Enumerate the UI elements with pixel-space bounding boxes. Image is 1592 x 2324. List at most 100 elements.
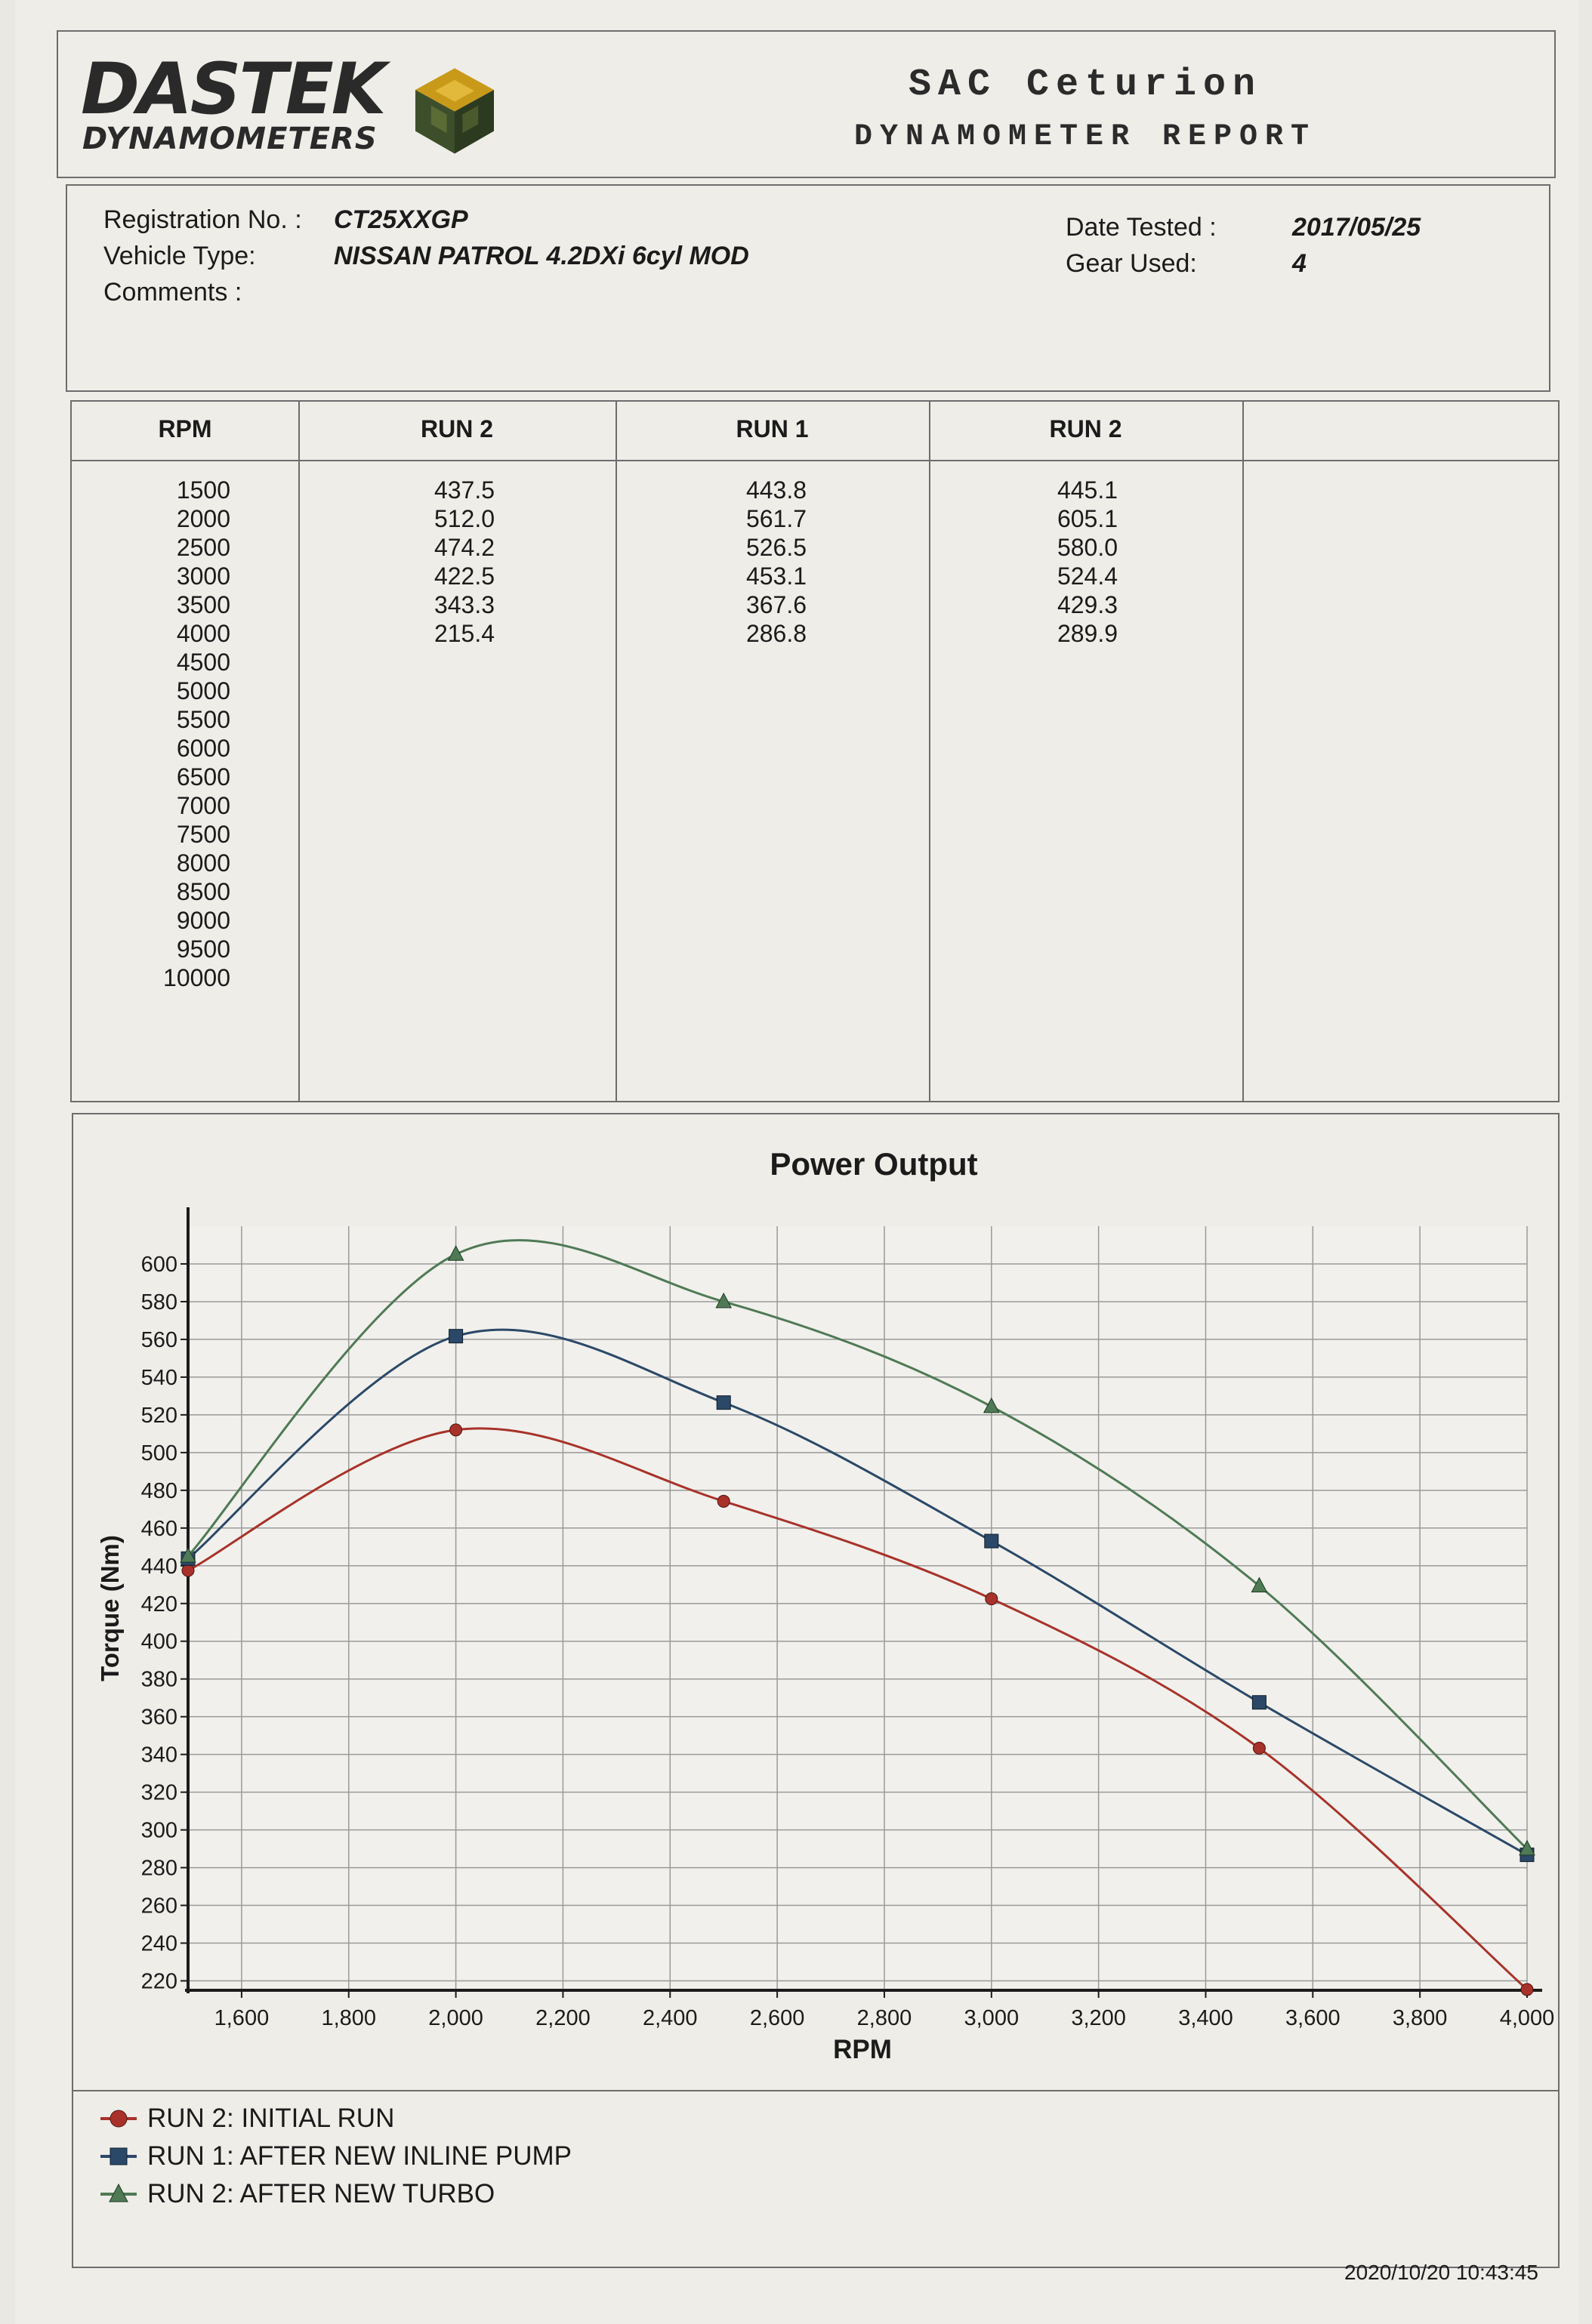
table-cell-rpm: 4000 <box>176 620 230 647</box>
table-cell-rpm: 2000 <box>176 505 230 532</box>
y-axis-label: Torque (Nm) <box>96 1535 124 1681</box>
legend-divider <box>73 2090 1558 2091</box>
y-tick-label: 580 <box>141 1290 177 1315</box>
table-cell-rpm: 5500 <box>176 706 230 733</box>
data-point <box>181 1564 195 1577</box>
legend-item-run2-initial: RUN 2: INITIAL RUN <box>96 2104 776 2137</box>
logo-tagline: DYNAMOMETERS <box>82 122 378 156</box>
logo-wordmark: DASTEK <box>81 48 387 131</box>
data-point <box>717 1494 730 1508</box>
circle-marker-icon <box>100 2110 137 2128</box>
table-cell-rpm: 1500 <box>176 476 230 504</box>
column-divider <box>298 402 300 1101</box>
y-tick-label: 340 <box>141 1743 177 1768</box>
x-tick-label: 3,400 <box>1178 2006 1233 2030</box>
table-cell-rpm: 10000 <box>163 964 230 991</box>
chart-title: Power Output <box>770 1146 977 1182</box>
legend-label: RUN 1: AFTER NEW INLINE PUMP <box>147 2141 572 2171</box>
x-tick-label: 4,000 <box>1500 2006 1555 2030</box>
gear-used-value: 4 <box>1292 249 1307 278</box>
run1-column: 443.8 561.7 526.5 453.1 367.6 286.8 <box>735 476 818 648</box>
legend-label: RUN 2: AFTER NEW TURBO <box>147 2179 495 2208</box>
table-cell-torque: 524.4 <box>1057 563 1118 590</box>
cube-logo-icon <box>415 68 494 154</box>
data-point <box>180 1546 196 1563</box>
table-cell-torque: 453.1 <box>745 563 807 590</box>
dastek-logo: DASTEK DYNAMOMETERS <box>81 54 504 168</box>
vehicle-type-value: NISSAN PATROL 4.2DXi 6cyl MOD <box>334 242 749 270</box>
table-header-divider <box>72 460 1558 461</box>
y-tick-label: 380 <box>141 1668 177 1692</box>
y-tick-label: 500 <box>141 1441 177 1466</box>
table-cell-torque: 580.0 <box>1057 534 1118 561</box>
column-divider <box>616 402 617 1101</box>
header-run1: RUN 1 <box>736 415 809 442</box>
legend-item-run1-pump: RUN 1: AFTER NEW INLINE PUMP <box>96 2141 776 2175</box>
data-point <box>1251 1695 1267 1710</box>
report-title: SAC Ceturion <box>908 63 1263 106</box>
plot-area <box>188 1226 1527 1990</box>
table-cell-torque: 605.1 <box>1057 505 1118 532</box>
series-line-2 <box>187 1328 1528 1856</box>
date-tested-value: 2017/05/25 <box>1292 213 1421 242</box>
data-point <box>1252 1741 1266 1755</box>
x-axis-label: RPM <box>833 2035 892 2064</box>
table-cell-torque: 367.6 <box>745 591 807 618</box>
x-tick-label: 3,800 <box>1393 2006 1448 2030</box>
vehicle-info-panel: Registration No. : CT25XXGP Vehicle Type… <box>66 184 1550 392</box>
y-tick-label: 220 <box>141 1970 177 1994</box>
vehicle-type-label: Vehicle Type: <box>103 242 256 270</box>
data-point <box>449 1423 463 1437</box>
data-point <box>984 1533 999 1549</box>
run2-turbo-column: 445.1 605.1 580.0 524.4 429.3 289.9 <box>1046 476 1129 648</box>
print-timestamp: 2020/10/20 10:43:45 <box>1344 2261 1538 2284</box>
y-tick-label: 520 <box>141 1404 177 1428</box>
x-tick-label: 2,800 <box>857 2006 912 2030</box>
comments-label: Comments : <box>103 278 242 307</box>
y-tick-label: 360 <box>141 1706 177 1730</box>
y-tick-label: 420 <box>141 1592 177 1617</box>
data-point <box>983 1397 1000 1413</box>
y-tick-label: 460 <box>141 1517 177 1541</box>
y-tick-label: 260 <box>141 1894 177 1919</box>
table-cell-torque: 429.3 <box>1057 591 1118 618</box>
table-cell-torque: 289.9 <box>1057 620 1118 647</box>
table-cell-torque: 526.5 <box>745 534 807 561</box>
table-cell-torque: 445.1 <box>1057 476 1118 504</box>
table-cell-torque: 286.8 <box>745 620 807 647</box>
x-tick-label: 3,000 <box>964 2006 1020 2030</box>
table-cell-rpm: 6000 <box>176 735 230 762</box>
table-cell-torque: 422.5 <box>433 563 495 590</box>
data-point <box>985 1592 998 1606</box>
table-cell-rpm: 8000 <box>176 849 230 877</box>
table-cell-rpm: 3500 <box>176 591 230 618</box>
report-sheet: DASTEK DYNAMOMETERS SAC Ceturion DYNAMOM… <box>15 0 1578 2324</box>
data-point <box>1519 1839 1535 1856</box>
torque-data-table: RPM RUN 2 RUN 1 RUN 2 1500 2000 2500 300… <box>70 400 1560 1102</box>
x-tick-label: 2,200 <box>535 2006 591 2030</box>
table-cell-rpm: 7000 <box>176 792 230 819</box>
table-cell-torque: 561.7 <box>745 505 807 532</box>
header-run2-initial: RUN 2 <box>420 415 493 442</box>
data-point <box>715 1292 733 1308</box>
y-tick-label: 240 <box>141 1932 177 1956</box>
power-output-chart-panel: Power Output 220 240 260 280 300 320 340 360 380 4… <box>72 1113 1560 2268</box>
table-cell-rpm: 5000 <box>176 677 230 704</box>
data-point <box>1251 1577 1268 1593</box>
header-rpm: RPM <box>158 415 212 442</box>
triangle-marker-icon <box>100 2183 137 2202</box>
column-divider <box>929 402 930 1101</box>
report-header: DASTEK DYNAMOMETERS SAC Ceturion DYNAMOM… <box>57 30 1556 178</box>
header-run2-turbo: RUN 2 <box>1049 415 1122 442</box>
y-tick-label: 440 <box>141 1555 177 1579</box>
table-cell-rpm: 4500 <box>176 649 230 676</box>
x-tick-label: 2,400 <box>643 2006 698 2030</box>
x-tick-label: 1,800 <box>321 2006 376 2030</box>
data-point <box>447 1245 464 1261</box>
table-cell-rpm: 7500 <box>176 821 230 848</box>
table-cell-torque: 474.2 <box>433 534 495 561</box>
table-cell-rpm: 3000 <box>176 563 230 590</box>
rpm-column: 1500 2000 2500 3000 3500 4000 4500 5000 … <box>162 476 230 992</box>
x-tick-label: 2,600 <box>750 2006 805 2030</box>
table-cell-torque: 437.5 <box>433 476 495 504</box>
